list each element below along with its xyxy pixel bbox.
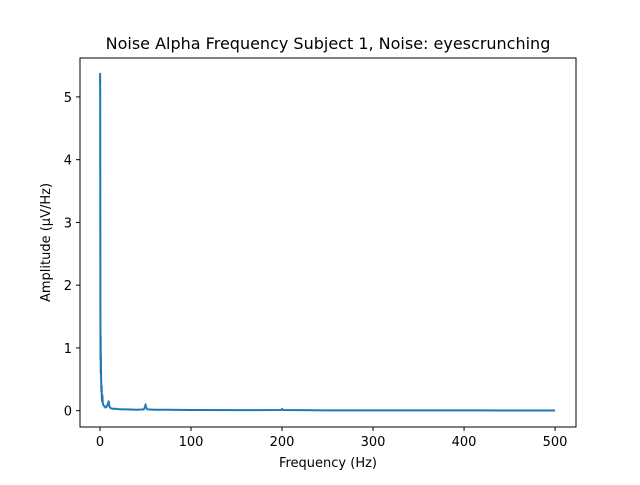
x-axis: 0 100 200 300 400 500 — [96, 427, 568, 450]
x-tick-label: 400 — [452, 435, 477, 450]
chart-title: Noise Alpha Frequency Subject 1, Noise: … — [106, 34, 551, 53]
y-tick-label: 1 — [64, 342, 72, 357]
axes-frame — [79, 57, 577, 428]
y-tick-label: 0 — [64, 405, 72, 420]
x-tick-label: 300 — [361, 435, 386, 450]
y-tick-label: 4 — [64, 154, 72, 169]
y-tick-label: 5 — [64, 91, 72, 106]
x-tick-label: 200 — [270, 435, 295, 450]
series-layer — [99, 72, 556, 412]
y-axis-label: Amplitude (μV/Hz) — [39, 183, 54, 302]
y-axis: 0 1 2 3 4 5 — [64, 91, 80, 420]
x-tick-label: 500 — [543, 435, 568, 450]
series-line — [99, 72, 556, 412]
plot-area — [79, 57, 577, 428]
y-tick-label: 2 — [64, 279, 72, 294]
x-axis-label: Frequency (Hz) — [279, 456, 377, 471]
x-tick-label: 0 — [96, 435, 104, 450]
x-tick-label: 100 — [179, 435, 204, 450]
y-tick-label: 3 — [64, 216, 72, 231]
